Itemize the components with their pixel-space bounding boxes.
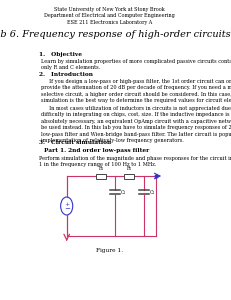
Text: Lab 6. Frequency response of high-order circuits: Lab 6. Frequency response of high-order … [0, 30, 231, 39]
Bar [96, 173, 106, 178]
Text: ESE 211 Electronics Laboratory A: ESE 211 Electronics Laboratory A [67, 20, 152, 25]
Text: In most cases utilization of inductors in circuits is not appreciated due
diffic: In most cases utilization of inductors i… [40, 106, 231, 143]
Text: 1.   Objective: 1. Objective [39, 52, 82, 57]
Text: Department of Electrical and Computer Engineering: Department of Electrical and Computer En… [44, 13, 175, 18]
Text: C₂: C₂ [150, 190, 155, 194]
Text: Figure 1.: Figure 1. [96, 248, 123, 253]
Text: C₁: C₁ [121, 190, 126, 194]
Text: R₂: R₂ [127, 166, 132, 171]
Bar [124, 173, 134, 178]
Text: Learn by simulation properties of more complicated passive circuits containing
o: Learn by simulation properties of more c… [40, 59, 231, 70]
Text: R₁: R₁ [98, 166, 103, 171]
Text: State University of New York at Stony Brook: State University of New York at Stony Br… [54, 7, 165, 12]
Circle shape [61, 197, 73, 215]
Text: 3.   Circuit simulation: 3. Circuit simulation [39, 140, 111, 145]
Text: 2.   Introduction: 2. Introduction [39, 72, 92, 77]
Text: +: + [64, 202, 69, 206]
Text: −: − [64, 206, 70, 212]
Text: Part 1. 2nd order low-pass filter: Part 1. 2nd order low-pass filter [44, 148, 149, 153]
Text: If you design a low-pass or high-pass filter, the 1st order circuit can only
pro: If you design a low-pass or high-pass fi… [40, 79, 231, 103]
Text: Perform simulation of the magnitude and phase responses for the circuit in Figur: Perform simulation of the magnitude and … [39, 156, 231, 167]
